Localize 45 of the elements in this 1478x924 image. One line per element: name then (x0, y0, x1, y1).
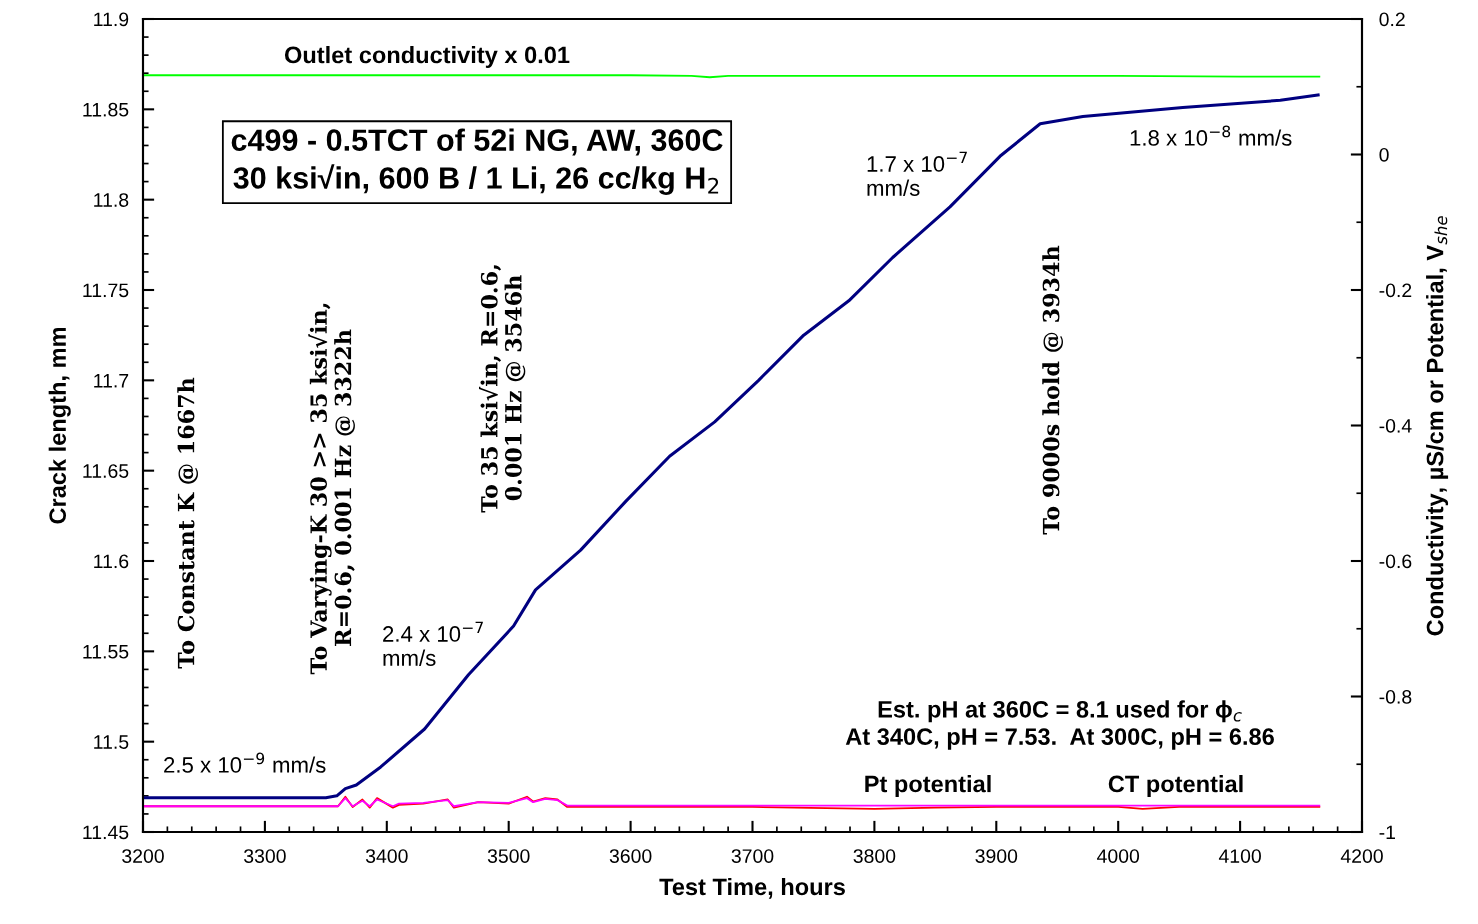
text: 2.4 x 10$^{−7}$ mm/s (383, 621, 483, 666)
y-tick-label: 11.85 (83, 102, 129, 117)
annotation: 2.5 x 10$^{−9}$ mm/s (164, 752, 326, 773)
x-tick-label: 3900 (975, 849, 1018, 863)
annotation: Est. pH at 360C = 8.1 used for ϕ$_{c}$ At 340C, pH = 7.53. At 300C, pH = 6.86 (845, 700, 1274, 750)
y2-tick-label: -1 (1379, 825, 1396, 840)
annotation: To Constant K @ 1667h (177, 377, 198, 669)
x-tick-label: 3600 (609, 849, 652, 863)
x-axis-title: Test Time, hours (659, 877, 845, 899)
annotation: Outlet conductivity x 0.01 (284, 46, 570, 68)
y2-tick-label: -0.4 (1379, 418, 1412, 433)
y2-tick-label: -0.8 (1379, 689, 1412, 704)
x-tick-label: 4100 (1218, 849, 1261, 863)
y-axis-title: Crack length, mm (48, 327, 71, 524)
x-tick-label: 3500 (487, 849, 530, 863)
x-tick-label: 3200 (122, 849, 164, 863)
text: 1.7 x 10$^{−7}$ mm/s (867, 151, 967, 196)
y-tick-label: 11.45 (83, 825, 129, 840)
y-tick-label: 11.6 (94, 554, 129, 569)
y2-tick-label: -0.6 (1379, 554, 1412, 569)
y2-tick-label: 0 (1379, 147, 1389, 162)
y-tick-label: 11.8 (94, 193, 129, 207)
x-tick-label: 3800 (853, 849, 896, 863)
y2-axis-title: Conductivity, µS/cm or Potential, V$_{she}$ (1426, 216, 1449, 636)
annotation: CT potential (1108, 774, 1243, 798)
y-tick-label: 11.9 (94, 12, 129, 27)
y-tick-label: 11.7 (94, 374, 129, 388)
x-tick-label: 4000 (1097, 849, 1140, 863)
y-tick-label: 11.5 (94, 735, 129, 749)
annotation: Pt potential (865, 774, 991, 798)
line-series (143, 93, 1320, 800)
annotation: To Varying-K 30 >> 35 ksi√in, R=0.6, 0.001 Hz @ 3322h (308, 303, 355, 675)
x-tick-label: 4200 (1340, 849, 1383, 863)
x-tick-label: 3300 (244, 849, 286, 863)
y-tick-label: 11.55 (83, 645, 129, 659)
y-tick-label: 11.65 (83, 464, 129, 478)
annotation: To 9000s hold @ 3934h (1042, 245, 1063, 535)
x-tick-label: 3400 (365, 849, 408, 863)
y2-tick-label: 0.2 (1379, 12, 1405, 27)
x-tick-label: 3700 (731, 849, 774, 863)
annotation: c499 - 0.5TCT of 52i NG, AW, 360C 30 ksi√in, 600 B / 1 Li, 26 cc/kg H$_{2}$ (231, 128, 723, 195)
annotation: To 35 ksi√in, R=0.6, 0.001 Hz @ 3546h (479, 265, 526, 513)
annotation: 1.8 x 10$^{−8}$ mm/s (1130, 125, 1292, 146)
y-tick-label: 11.75 (83, 283, 129, 298)
y2-tick-label: -0.2 (1379, 283, 1412, 298)
